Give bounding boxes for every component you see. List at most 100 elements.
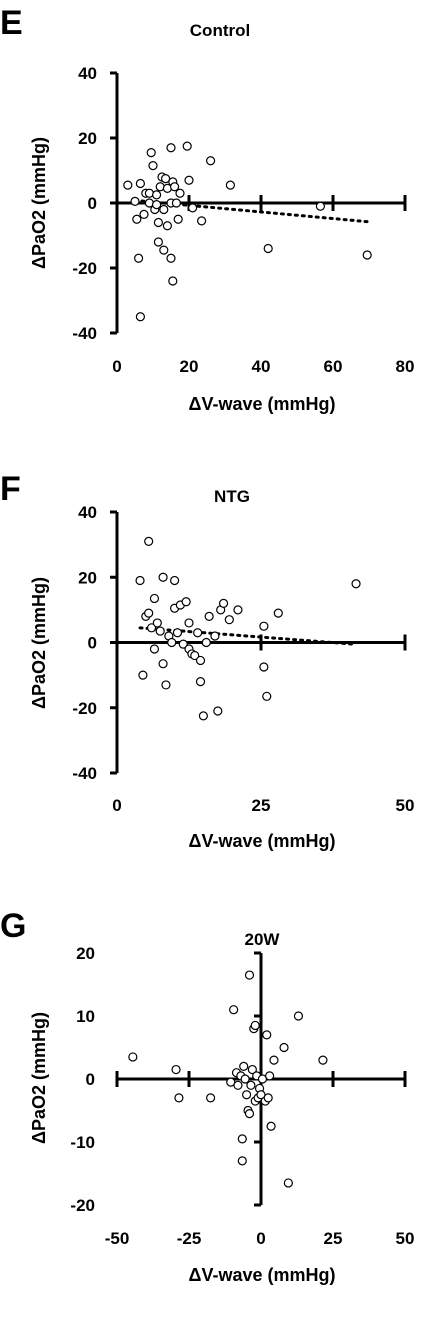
data-point <box>135 178 145 189</box>
panel-letter-e: E <box>0 4 23 42</box>
data-point <box>193 628 203 638</box>
data-point <box>237 1156 247 1166</box>
data-point <box>166 253 176 263</box>
data-point <box>351 579 361 589</box>
data-point <box>153 217 163 228</box>
data-point <box>171 198 181 208</box>
data-point <box>159 245 169 255</box>
x-axis-label-f: ΔV-wave (mmHg) <box>189 831 336 851</box>
data-point <box>244 1109 255 1119</box>
y-tick-label: -20 <box>72 699 97 718</box>
data-point <box>168 276 178 286</box>
data-point <box>262 1030 272 1040</box>
data-point <box>259 662 269 672</box>
data-point <box>197 216 207 226</box>
data-point <box>162 221 172 231</box>
data-point <box>153 237 163 247</box>
y-tick-label: 0 <box>86 1070 95 1089</box>
data-point <box>225 180 235 190</box>
data-point <box>201 637 211 648</box>
y-tick-label: -10 <box>70 1133 95 1152</box>
data-point <box>218 598 229 608</box>
data-point <box>152 618 162 628</box>
data-point <box>134 253 144 263</box>
data-point <box>149 593 160 604</box>
y-tick-label: -40 <box>72 324 97 343</box>
data-point <box>146 148 156 158</box>
data-point <box>247 1064 257 1075</box>
data-point <box>123 180 133 190</box>
data-point <box>155 626 165 636</box>
data-point <box>170 575 180 586</box>
data-point <box>229 1005 239 1015</box>
plot-area-f: 40 20 0 -20 -40 0 25 50 <box>72 503 414 815</box>
data-point <box>135 575 145 586</box>
data-point <box>266 1121 276 1131</box>
data-point <box>174 1093 184 1103</box>
data-point <box>263 243 273 254</box>
data-point <box>206 156 216 166</box>
data-point <box>128 1052 138 1062</box>
data-point <box>195 677 206 687</box>
trend-line <box>133 198 371 224</box>
x-tick-label: 60 <box>324 357 343 376</box>
panel-f: F NTG ΔPaO2 (mmHg) ΔV-wave (mmHg) 40200-… <box>0 470 414 851</box>
data-point <box>265 1071 275 1081</box>
data-point <box>240 1074 250 1084</box>
data-point <box>263 1093 273 1103</box>
data-point <box>182 141 192 151</box>
x-tick-label: 0 <box>256 1229 265 1248</box>
x-axis-label-e: ΔV-wave (mmHg) <box>189 394 336 414</box>
panel-title-control: Control <box>190 21 250 40</box>
panel-title-ntg: NTG <box>214 487 250 506</box>
y-tick-label: -40 <box>72 764 97 783</box>
data-point <box>246 1080 256 1090</box>
data-point <box>233 1080 243 1090</box>
data-point <box>315 201 325 211</box>
data-point <box>139 209 149 219</box>
y-tick-label: 10 <box>76 1007 95 1026</box>
x-tick-label: 50 <box>396 796 415 815</box>
data-point <box>158 659 168 669</box>
y-axis-label-f: ΔPaO2 (mmHg) <box>29 577 49 709</box>
plot-area-g: 20 10 0 -10 -20 -50 -25 0 25 50 <box>70 944 414 1248</box>
x-tick-label: -25 <box>177 1229 202 1248</box>
x-tick-label: 20 <box>180 357 199 376</box>
panel-letter-f: F <box>0 470 21 508</box>
data-point <box>210 631 220 641</box>
y-tick-label: -20 <box>70 1196 95 1215</box>
data-point <box>149 644 160 654</box>
data-point <box>178 639 188 649</box>
data-point <box>190 650 200 661</box>
data-point <box>250 1020 260 1031</box>
x-tick-label: 80 <box>396 357 415 376</box>
data-point <box>262 691 272 701</box>
data-point <box>242 1090 252 1100</box>
x-axis-label-g: ΔV-wave (mmHg) <box>189 1265 336 1285</box>
y-tick-label: 0 <box>88 634 97 653</box>
data-point <box>144 536 154 546</box>
data-point <box>144 608 154 618</box>
data-point <box>161 680 171 690</box>
data-point <box>188 203 198 213</box>
x-tick-label: 25 <box>324 1229 343 1248</box>
data-point <box>158 572 168 582</box>
data-point <box>159 204 169 215</box>
x-tick-label: 50 <box>396 1229 415 1248</box>
data-point <box>167 637 177 648</box>
data-point <box>362 250 372 260</box>
y-tick-label: 20 <box>78 129 97 148</box>
y-tick-label: -20 <box>72 259 97 278</box>
data-point <box>181 597 191 607</box>
data-point <box>204 611 214 622</box>
x-tick-label: -50 <box>105 1229 130 1248</box>
x-tick-label: 0 <box>112 357 121 376</box>
x-tick-label: 40 <box>252 357 271 376</box>
data-point <box>146 623 157 633</box>
data-point <box>152 200 162 210</box>
data-point <box>259 621 269 631</box>
y-tick-label: 20 <box>76 944 95 963</box>
data-point <box>138 670 148 680</box>
data-point <box>206 1093 216 1103</box>
y-axis-label-e: ΔPaO2 (mmHg) <box>29 137 49 269</box>
